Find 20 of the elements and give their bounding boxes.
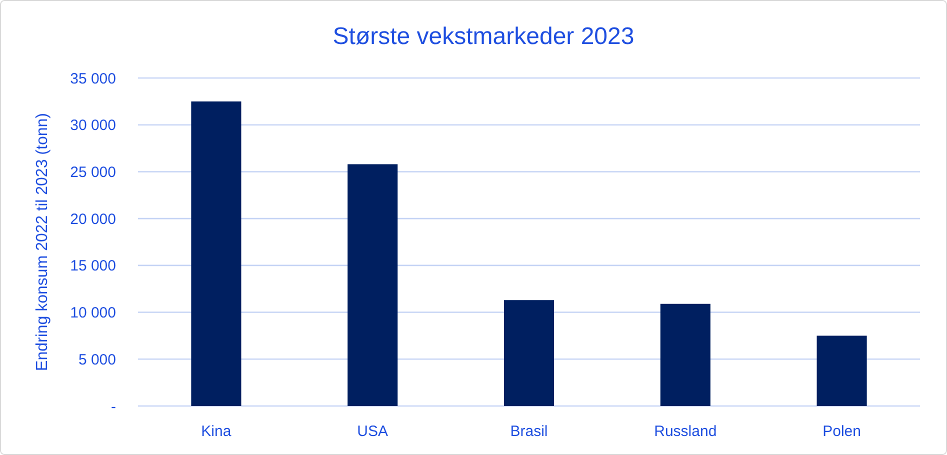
bar (348, 164, 398, 406)
y-tick-label: 15 000 (70, 258, 116, 275)
y-tick-label: - (111, 398, 116, 416)
x-tick-label: Russland (654, 423, 717, 440)
x-tick-label: USA (357, 423, 388, 440)
y-tick-label: 5 000 (78, 351, 116, 368)
bar (816, 336, 867, 406)
y-tick-label: 30 000 (70, 117, 116, 134)
y-tick-label: 10 000 (70, 304, 116, 322)
chart-title: Største vekstmarkeder 2023 (332, 23, 634, 50)
bar (660, 304, 710, 406)
bar (504, 300, 554, 406)
y-axis-title: Endring konsum 2022 til 2023 (tonn) (34, 113, 51, 371)
bar (191, 101, 242, 406)
x-tick-label: Brasil (510, 423, 548, 440)
y-tick-label: 20 000 (70, 210, 116, 228)
x-tick-label: Kina (201, 423, 232, 440)
y-tick-label: 25 000 (70, 164, 116, 181)
x-tick-label: Polen (822, 423, 861, 440)
y-tick-label: 35 000 (70, 70, 116, 88)
